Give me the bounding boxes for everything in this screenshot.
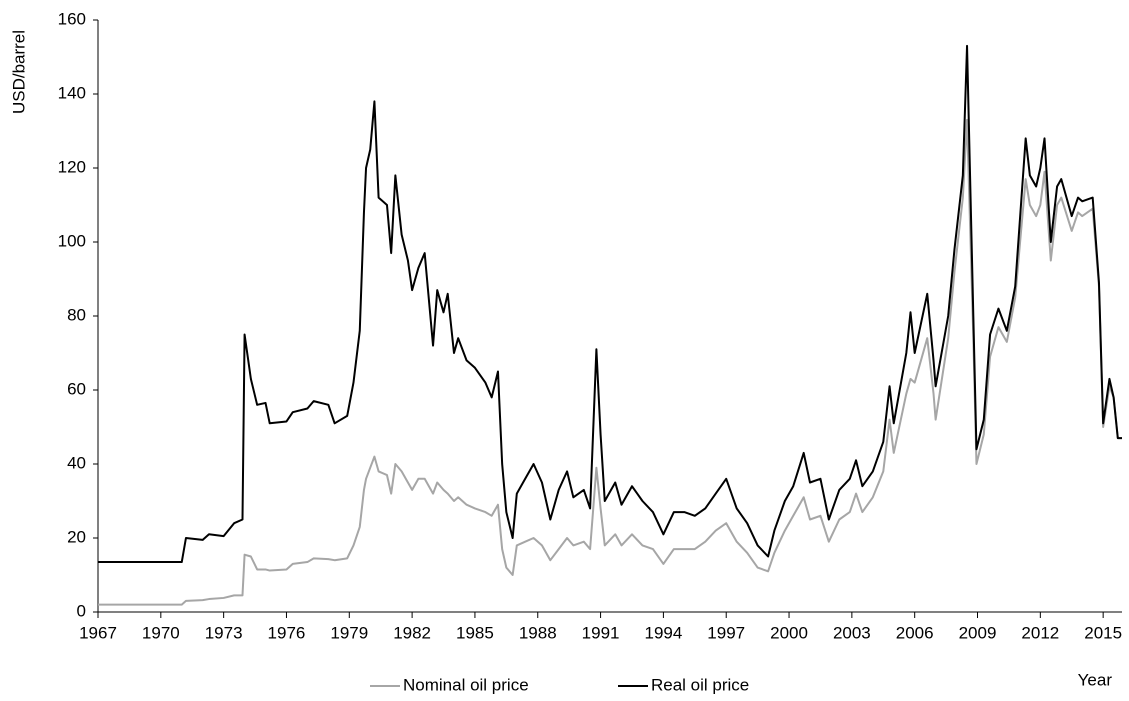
x-tick-label: 1970 xyxy=(142,623,180,642)
series-line xyxy=(98,118,1122,606)
x-tick-label: 1979 xyxy=(330,623,368,642)
x-tick-label: 2006 xyxy=(896,623,934,642)
y-tick-label: 160 xyxy=(58,9,86,28)
legend-label: Nominal oil price xyxy=(403,675,529,694)
x-tick-label: 1967 xyxy=(79,623,117,642)
x-tick-label: 1991 xyxy=(582,623,620,642)
series-line xyxy=(98,44,1122,564)
x-axis-label: Year xyxy=(1078,670,1113,689)
x-tick-label: 1985 xyxy=(456,623,494,642)
y-tick-label: 0 xyxy=(77,601,86,620)
x-tick-label: 2003 xyxy=(833,623,871,642)
x-tick-label: 1997 xyxy=(707,623,745,642)
x-tick-label: 1976 xyxy=(268,623,306,642)
y-tick-label: 40 xyxy=(67,453,86,472)
x-tick-label: 2009 xyxy=(959,623,997,642)
x-tick-label: 1973 xyxy=(205,623,243,642)
y-tick-label: 60 xyxy=(67,379,86,398)
y-tick-label: 100 xyxy=(58,231,86,250)
x-tick-label: 2012 xyxy=(1021,623,1059,642)
x-tick-label: 1988 xyxy=(519,623,557,642)
legend-label: Real oil price xyxy=(651,675,749,694)
x-tick-label: 1994 xyxy=(644,623,682,642)
y-axis-label: USD/barrel xyxy=(9,30,28,114)
y-tick-label: 140 xyxy=(58,83,86,102)
x-tick-label: 1982 xyxy=(393,623,431,642)
y-tick-label: 20 xyxy=(67,527,86,546)
y-tick-label: 120 xyxy=(58,157,86,176)
x-tick-label: 2000 xyxy=(770,623,808,642)
x-tick-label: 2015 xyxy=(1084,623,1122,642)
y-tick-label: 80 xyxy=(67,305,86,324)
